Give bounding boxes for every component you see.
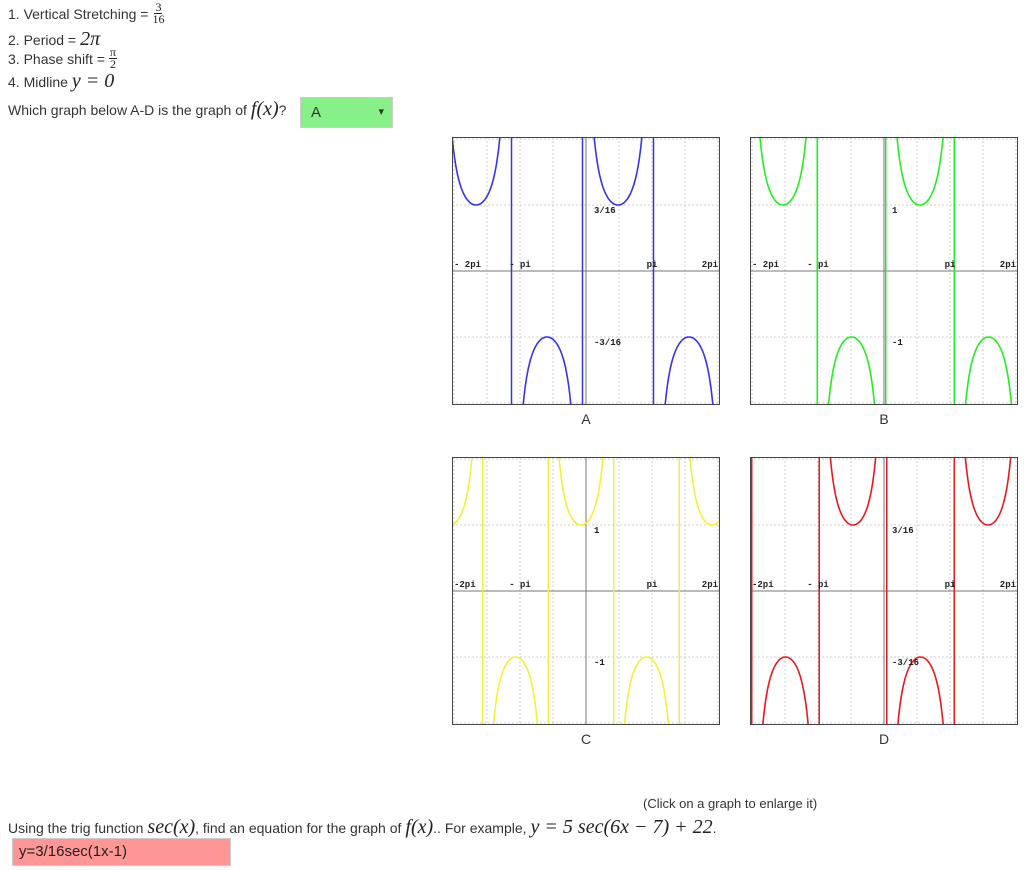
question-suffix: ?: [278, 101, 287, 118]
graph-border: [750, 457, 1018, 725]
x-label: pi: [945, 580, 956, 590]
x-label: - pi: [509, 580, 531, 590]
denominator: 2: [109, 57, 116, 71]
item-text: 3. Phase shift =: [8, 50, 105, 67]
x-label: 2pi: [1000, 580, 1017, 590]
x-label: 2pi: [1000, 260, 1017, 270]
question: Which graph below A-D is the graph of f(x…: [8, 98, 286, 121]
item-text: 4. Midline: [8, 73, 68, 90]
y-label: -3/16: [594, 338, 621, 348]
instruction-text: Using the trig function: [8, 819, 144, 836]
instruction-text: , find an equation for the graph of: [195, 819, 402, 836]
graph-border: [750, 137, 1018, 405]
graph-label: B: [879, 411, 889, 427]
numerator: π: [108, 45, 117, 59]
x-label: 2pi: [702, 260, 719, 270]
item: 2. Period = 2π: [8, 28, 100, 51]
math: f(x): [250, 98, 279, 120]
y-label: -3/16: [892, 658, 919, 668]
graph-label: D: [878, 731, 890, 747]
x-label: 2pi: [702, 580, 719, 590]
x-label: - pi: [807, 580, 829, 590]
math: sec(x): [147, 816, 196, 838]
math: 2π: [80, 28, 101, 50]
math: y = 0: [71, 70, 115, 92]
graph[interactable]: -2pi - pi pi 2pi 3/16 -3/16: [750, 457, 1018, 725]
note: (Click on a graph to enlarge it): [643, 796, 818, 811]
item-text: 2. Period =: [8, 31, 77, 48]
item: 1. Vertical Stretching = 3 16: [8, 0, 165, 26]
x-label: -2pi: [752, 580, 774, 590]
x-label: - pi: [509, 260, 531, 270]
y-label: 3/16: [892, 526, 914, 536]
y-label: 3/16: [594, 206, 616, 216]
graph-plot: -2pi - pi pi 2pi 3/16 -3/16: [750, 457, 1018, 725]
graph-plot: - 2pi - pi pi 2pi 1 -1: [750, 137, 1018, 405]
x-label: -2pi: [454, 580, 476, 590]
graph-border: [452, 137, 720, 405]
graph-label: A: [581, 411, 591, 427]
math: y = 5 sec(6x − 7) + 22: [530, 816, 713, 838]
graph-plot: -2pi - pi pi 2pi 1 -1: [452, 457, 720, 725]
fraction: 3 16: [152, 0, 165, 26]
x-label: - 2pi: [752, 260, 780, 270]
y-label: -1: [594, 658, 605, 668]
answer-input[interactable]: y=3/16sec(1x-1): [12, 838, 231, 866]
curve: [452, 457, 720, 725]
y-label: 1: [594, 526, 600, 536]
graph[interactable]: - 2pi - pi pi 2pi 1 -1: [750, 137, 1018, 405]
curve: [759, 137, 1013, 405]
question-text: Which graph below A-D is the graph of: [8, 101, 247, 118]
graph[interactable]: -2pi - pi pi 2pi 1 -1: [452, 457, 720, 725]
y-label: -1: [892, 338, 903, 348]
graph-border: [452, 457, 720, 725]
curve: [452, 137, 714, 405]
item: 3. Phase shift = π 2: [8, 45, 117, 71]
graph-plot: - 2pi - pi pi 2pi 3/16 -3/16: [452, 137, 720, 405]
denominator: 16: [152, 12, 165, 26]
x-label: pi: [647, 580, 658, 590]
instruction-text: .: [712, 819, 717, 836]
x-label: pi: [647, 260, 658, 270]
item-text: 1. Vertical Stretching =: [8, 5, 149, 22]
math: f(x): [405, 816, 434, 838]
graph[interactable]: - 2pi - pi pi 2pi 3/16 -3/16: [452, 137, 720, 405]
x-label: pi: [945, 260, 956, 270]
instruction-text: .. For example,: [433, 819, 527, 836]
y-label: 1: [892, 206, 898, 216]
item: 4. Midline y = 0: [8, 70, 114, 93]
numerator: 3: [154, 0, 163, 14]
instruction: Using the trig function sec(x), find an e…: [8, 816, 717, 839]
x-label: - pi: [807, 260, 829, 270]
curve: [762, 457, 1012, 725]
answer-select[interactable]: A: [300, 97, 393, 128]
graph-label: C: [580, 731, 592, 747]
x-label: - 2pi: [454, 260, 482, 270]
